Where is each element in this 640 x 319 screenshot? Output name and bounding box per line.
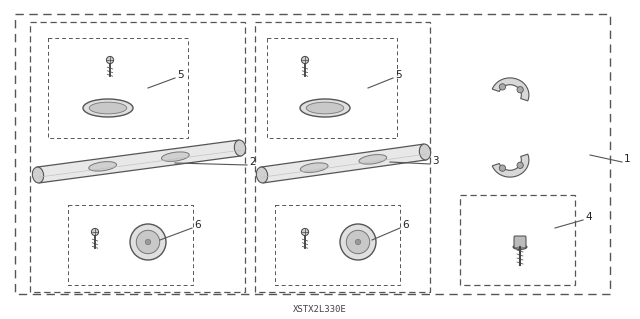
Ellipse shape [300,163,328,172]
Circle shape [136,230,160,254]
Circle shape [355,239,361,245]
Text: 6: 6 [194,220,200,230]
Circle shape [499,84,506,90]
Bar [68,205,193,285]
PathPatch shape [492,154,529,177]
Ellipse shape [301,56,308,63]
Circle shape [346,230,370,254]
PathPatch shape [492,78,529,101]
Ellipse shape [301,228,308,236]
Bar [48,38,188,138]
Ellipse shape [234,140,246,156]
Ellipse shape [419,144,431,160]
Ellipse shape [359,155,387,164]
Text: XSTX2L330E: XSTX2L330E [293,305,347,314]
Bar [275,205,400,285]
Ellipse shape [89,102,127,114]
Ellipse shape [513,244,527,249]
Ellipse shape [92,228,99,236]
Text: 1: 1 [624,154,630,164]
Text: 4: 4 [585,212,591,222]
Text: 6: 6 [402,220,408,230]
FancyBboxPatch shape [514,236,526,248]
Circle shape [130,224,166,260]
Ellipse shape [83,99,133,117]
Text: 5: 5 [395,70,402,80]
Bar [255,22,430,292]
Text: 2: 2 [249,157,255,167]
Bar [15,14,610,294]
Ellipse shape [307,102,344,114]
Circle shape [499,165,506,171]
Ellipse shape [161,152,189,161]
Ellipse shape [89,162,116,171]
Circle shape [517,162,524,168]
Ellipse shape [300,99,350,117]
Circle shape [340,224,376,260]
Text: 3: 3 [432,156,438,166]
Circle shape [517,86,524,93]
Bar [30,22,245,292]
FancyBboxPatch shape [37,140,241,183]
FancyBboxPatch shape [261,144,426,183]
Ellipse shape [106,56,114,63]
Bar [460,195,575,285]
Ellipse shape [33,167,44,183]
Circle shape [145,239,150,245]
Bar [267,38,397,138]
Ellipse shape [257,167,268,183]
Text: 5: 5 [177,70,184,80]
